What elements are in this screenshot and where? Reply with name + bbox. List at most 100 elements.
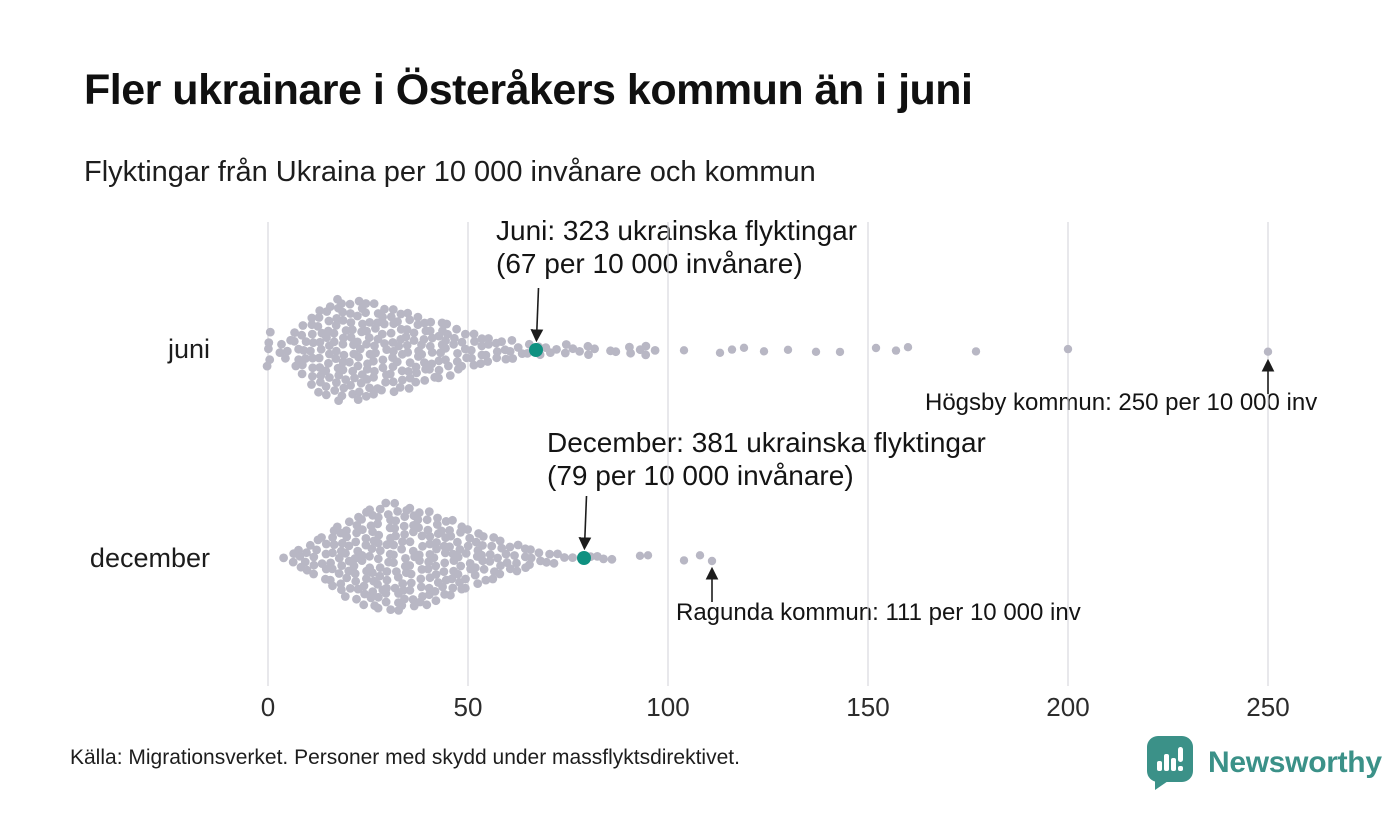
- swarm-dot: [314, 353, 324, 363]
- swarm-dot: [331, 346, 341, 356]
- swarm-dot: [369, 389, 378, 399]
- swarm-dot: [342, 526, 351, 535]
- page-title: Fler ukrainare i Österåkers kommun än i …: [84, 66, 973, 114]
- swarm-dot: [386, 312, 396, 322]
- swarm-dot: [641, 341, 651, 351]
- swarm-dot: [575, 347, 584, 356]
- swarm-dot: [417, 340, 426, 350]
- swarm-dot: [365, 383, 374, 393]
- swarm-dot: [339, 383, 349, 393]
- swarm-dot: [381, 498, 391, 508]
- swarm-dot: [389, 387, 399, 397]
- swarm-dot: [397, 601, 407, 610]
- swarm-dot: [409, 328, 419, 338]
- swarm-dot: [413, 312, 423, 322]
- annotation-juni-line1: Juni: 323 ukrainska flyktingar: [496, 215, 858, 246]
- swarm-dot: [508, 354, 518, 363]
- swarm-dot: [391, 531, 400, 541]
- swarm-dot: [321, 564, 331, 574]
- newsworthy-logo: Newsworthy: [1146, 735, 1382, 791]
- swarm-dot: [446, 590, 455, 600]
- swarm-dot: [416, 574, 426, 584]
- swarm-dot: [289, 336, 299, 346]
- swarm-dot: [348, 325, 357, 335]
- swarm-dot: [476, 359, 485, 369]
- swarm-dot: [398, 537, 407, 547]
- swarm-dot: [489, 533, 499, 542]
- swarm-dot: [344, 541, 354, 551]
- swarm-dot: [405, 537, 415, 547]
- swarm-dot: [727, 345, 737, 354]
- swarm-dot: [341, 548, 350, 558]
- swarm-dot: [590, 344, 599, 354]
- swarm-dot: [449, 339, 458, 349]
- swarm-dot: [414, 508, 424, 518]
- swarm-dot: [334, 569, 344, 578]
- swarm-dot: [560, 348, 570, 358]
- swarm-dot: [423, 564, 433, 574]
- swarm-dot: [369, 299, 379, 308]
- swarm-dot: [427, 348, 437, 357]
- swarm-dot: [399, 586, 408, 595]
- highlight-arrow: [530, 287, 544, 343]
- axis-tick-label: 200: [1046, 692, 1089, 722]
- swarm-dot: [302, 565, 312, 575]
- swarm-dot: [445, 371, 455, 380]
- swarm-dot: [392, 357, 402, 367]
- swarm-dot: [488, 574, 498, 584]
- beeswarm-plot: 0 50 100 150 200 250: [261, 222, 1290, 722]
- swarm-dot: [414, 523, 423, 533]
- swarm-dot: [457, 361, 467, 371]
- swarm-dot: [315, 337, 325, 347]
- swarm-dot: [309, 560, 319, 570]
- swarm-dot: [355, 344, 365, 354]
- swarm-dot: [275, 348, 285, 357]
- swarm-dot: [282, 346, 292, 356]
- swarm-dot: [512, 558, 521, 568]
- swarm-dot: [413, 515, 423, 524]
- annotation-december-line2: (79 per 10 000 invånare): [547, 460, 854, 491]
- swarm-dot: [338, 357, 348, 367]
- swarm-dot: [469, 329, 479, 339]
- gridlines: [267, 222, 1269, 686]
- axis-tick-label: 100: [646, 692, 689, 722]
- swarm-dot: [388, 305, 398, 314]
- swarm-dot: [448, 583, 458, 593]
- swarm-dot: [470, 337, 479, 346]
- swarm-dot: [431, 596, 441, 606]
- swarm-dot: [359, 581, 369, 591]
- swarm-dot: [369, 356, 378, 366]
- swarm-dot: [365, 551, 374, 561]
- swarm-dot: [643, 551, 653, 560]
- swarm-dot: [409, 336, 419, 345]
- swarm-dot: [496, 561, 505, 571]
- swarm-dot: [353, 395, 363, 404]
- swarm-dot: [1263, 347, 1273, 356]
- swarm-dot: [351, 576, 361, 586]
- swarm-dot: [362, 574, 371, 584]
- swarm-dot: [378, 312, 387, 322]
- swarm-dot: [403, 308, 413, 318]
- swarm-dot: [325, 349, 334, 359]
- swarm-dot: [377, 385, 386, 395]
- swarm-dot: [453, 349, 462, 358]
- swarm-dot: [346, 332, 356, 342]
- swarm-dot: [346, 309, 355, 318]
- swarm-dot: [396, 309, 406, 319]
- swarm-dot: [485, 550, 495, 559]
- swarm-dot: [329, 337, 339, 347]
- swarm-dot: [301, 337, 311, 346]
- swarm-dot: [388, 377, 398, 387]
- swarm-dot: [299, 346, 309, 355]
- swarm-dot: [352, 594, 361, 604]
- swarm-dot: [345, 299, 355, 309]
- swarm-dot: [526, 553, 536, 563]
- swarm-dot: [783, 345, 793, 354]
- swarm-dot: [478, 541, 487, 550]
- swarm-dot: [307, 380, 316, 389]
- swarm-dot: [512, 566, 522, 576]
- swarm-dot: [370, 341, 379, 351]
- swarm-dot: [390, 524, 400, 533]
- swarm-dot: [393, 572, 403, 582]
- swarm-dot: [429, 553, 439, 563]
